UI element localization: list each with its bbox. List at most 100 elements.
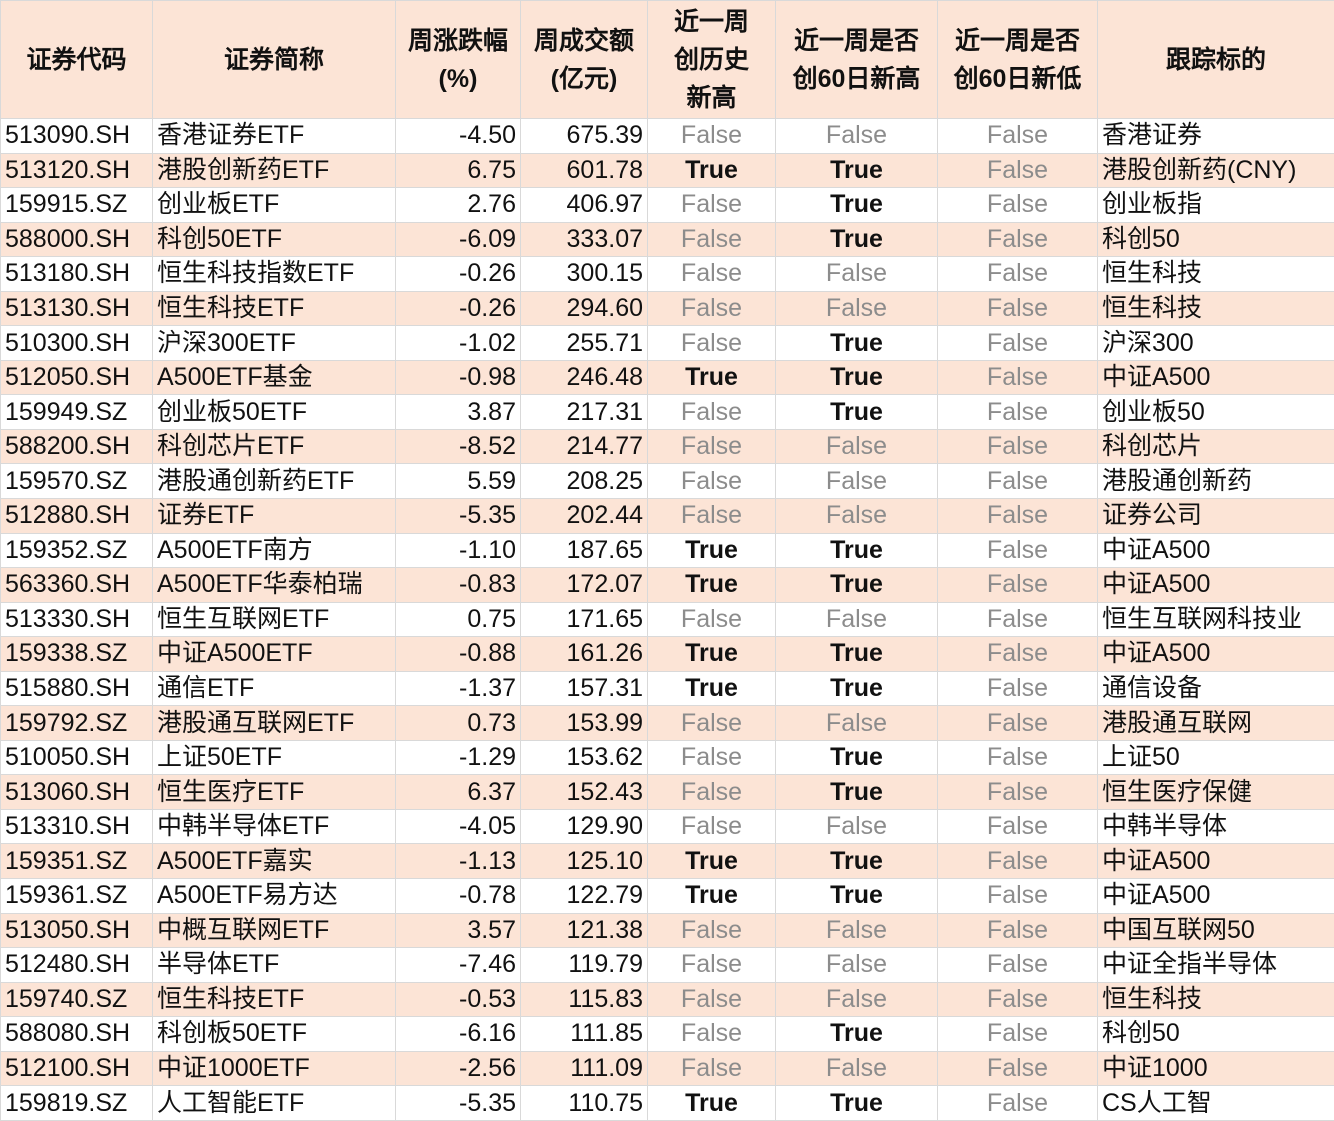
- cell-weekly-change: -5.35: [396, 499, 521, 534]
- cell-60d-high: True: [776, 533, 938, 568]
- cell-code: 513130.SH: [1, 291, 153, 326]
- cell-tracking-index: 中证A500: [1098, 568, 1334, 603]
- cell-60d-low: False: [938, 119, 1098, 154]
- cell-tracking-index: 中证A500: [1098, 637, 1334, 672]
- cell-code: 513050.SH: [1, 913, 153, 948]
- cell-all-time-high: True: [648, 153, 776, 188]
- cell-code: 159949.SZ: [1, 395, 153, 430]
- cell-all-time-high: False: [648, 982, 776, 1017]
- cell-all-time-high: False: [648, 706, 776, 741]
- cell-name: 沪深300ETF: [153, 326, 396, 361]
- cell-all-time-high: False: [648, 602, 776, 637]
- cell-weekly-turnover: 125.10: [521, 844, 648, 879]
- cell-tracking-index: 中韩半导体: [1098, 809, 1334, 844]
- cell-weekly-change: -4.50: [396, 119, 521, 154]
- cell-tracking-index: 证券公司: [1098, 499, 1334, 534]
- header-60d-low: 近一周是否创60日新低: [938, 1, 1098, 119]
- cell-all-time-high: False: [648, 395, 776, 430]
- cell-tracking-index: 恒生医疗保健: [1098, 775, 1334, 810]
- cell-60d-low: False: [938, 326, 1098, 361]
- cell-all-time-high: False: [648, 326, 776, 361]
- cell-weekly-change: -8.52: [396, 429, 521, 464]
- cell-60d-low: False: [938, 464, 1098, 499]
- cell-name: 证券ETF: [153, 499, 396, 534]
- cell-weekly-turnover: 255.71: [521, 326, 648, 361]
- cell-tracking-index: 中证A500: [1098, 533, 1334, 568]
- cell-60d-high: True: [776, 188, 938, 223]
- cell-tracking-index: 港股创新药(CNY): [1098, 153, 1334, 188]
- cell-weekly-turnover: 161.26: [521, 637, 648, 672]
- cell-60d-high: False: [776, 948, 938, 983]
- cell-all-time-high: False: [648, 948, 776, 983]
- cell-tracking-index: 创业板50: [1098, 395, 1334, 430]
- cell-60d-low: False: [938, 1086, 1098, 1121]
- cell-weekly-change: -1.02: [396, 326, 521, 361]
- cell-code: 512050.SH: [1, 360, 153, 395]
- cell-60d-high: False: [776, 809, 938, 844]
- cell-weekly-turnover: 202.44: [521, 499, 648, 534]
- cell-tracking-index: 科创50: [1098, 1017, 1334, 1052]
- cell-weekly-turnover: 171.65: [521, 602, 648, 637]
- cell-weekly-turnover: 122.79: [521, 879, 648, 914]
- cell-all-time-high: True: [648, 1086, 776, 1121]
- cell-all-time-high: False: [648, 1051, 776, 1086]
- cell-60d-low: False: [938, 533, 1098, 568]
- cell-weekly-change: -6.09: [396, 222, 521, 257]
- cell-name: A500ETF南方: [153, 533, 396, 568]
- cell-weekly-turnover: 294.60: [521, 291, 648, 326]
- cell-60d-low: False: [938, 222, 1098, 257]
- cell-all-time-high: False: [648, 291, 776, 326]
- cell-name: 上证50ETF: [153, 740, 396, 775]
- cell-name: 恒生互联网ETF: [153, 602, 396, 637]
- cell-all-time-high: False: [648, 740, 776, 775]
- cell-all-time-high: True: [648, 360, 776, 395]
- cell-60d-low: False: [938, 257, 1098, 292]
- cell-code: 159819.SZ: [1, 1086, 153, 1121]
- header-name: 证券简称: [153, 1, 396, 119]
- cell-weekly-turnover: 153.99: [521, 706, 648, 741]
- cell-all-time-high: False: [648, 257, 776, 292]
- cell-tracking-index: 恒生科技: [1098, 257, 1334, 292]
- cell-weekly-change: -1.29: [396, 740, 521, 775]
- cell-60d-high: True: [776, 671, 938, 706]
- cell-all-time-high: True: [648, 568, 776, 603]
- cell-name: 科创50ETF: [153, 222, 396, 257]
- cell-60d-low: False: [938, 1017, 1098, 1052]
- cell-weekly-turnover: 111.09: [521, 1051, 648, 1086]
- cell-tracking-index: 上证50: [1098, 740, 1334, 775]
- cell-60d-high: False: [776, 464, 938, 499]
- cell-name: A500ETF易方达: [153, 879, 396, 914]
- cell-60d-high: True: [776, 153, 938, 188]
- cell-code: 513060.SH: [1, 775, 153, 810]
- cell-all-time-high: True: [648, 671, 776, 706]
- cell-code: 512480.SH: [1, 948, 153, 983]
- cell-60d-low: False: [938, 879, 1098, 914]
- cell-code: 515880.SH: [1, 671, 153, 706]
- cell-tracking-index: 中证A500: [1098, 879, 1334, 914]
- cell-weekly-turnover: 187.65: [521, 533, 648, 568]
- cell-60d-low: False: [938, 809, 1098, 844]
- cell-name: 半导体ETF: [153, 948, 396, 983]
- cell-all-time-high: False: [648, 1017, 776, 1052]
- cell-60d-low: False: [938, 429, 1098, 464]
- cell-60d-high: True: [776, 395, 938, 430]
- cell-weekly-turnover: 246.48: [521, 360, 648, 395]
- cell-60d-low: False: [938, 291, 1098, 326]
- header-tracking-index: 跟踪标的: [1098, 1, 1334, 119]
- cell-code: 159351.SZ: [1, 844, 153, 879]
- cell-weekly-change: 3.87: [396, 395, 521, 430]
- cell-weekly-turnover: 110.75: [521, 1086, 648, 1121]
